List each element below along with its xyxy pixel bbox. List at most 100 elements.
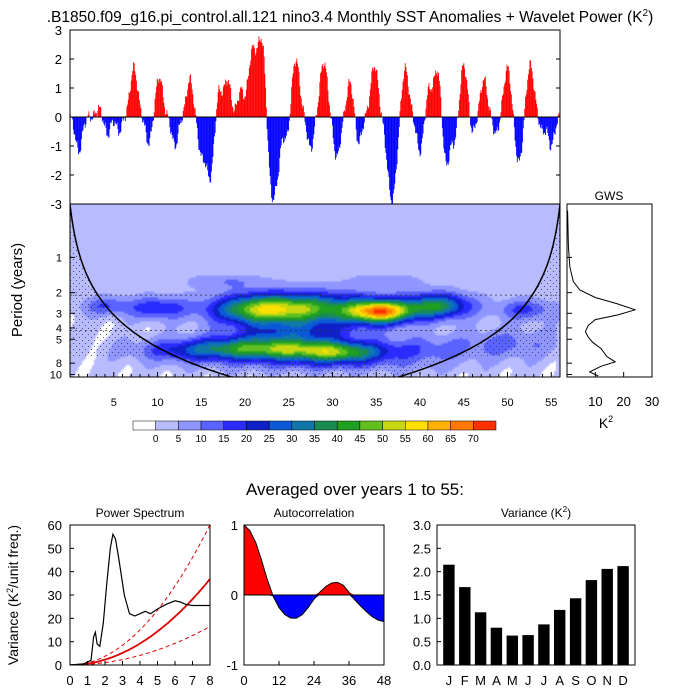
variance-bar — [585, 580, 598, 665]
colorbar-label: 20 — [241, 434, 253, 445]
gws-x-axis: 10 20 30 — [567, 256, 659, 409]
variance-month-label: J — [541, 673, 548, 688]
ps-x-tick-label: 8 — [206, 673, 213, 688]
wavelet-x-tick-label: 25 — [283, 397, 295, 409]
gws-x-tick-label: 30 — [645, 394, 659, 409]
power-spectrum-y-label: Variance (K2/unit freq.) — [5, 525, 21, 665]
wavelet-x-tick-label: 5 — [111, 397, 117, 409]
gws-title: GWS — [595, 189, 624, 203]
wavelet-x-tick-label: 45 — [458, 397, 470, 409]
variance-month-label: D — [618, 673, 627, 688]
anomaly-panel: 3 2 1 0 -1 -2 -3 — [50, 23, 561, 212]
variance-y-tick-label: 0.0 — [413, 658, 431, 673]
colorbar-swatch — [405, 420, 429, 431]
autocorrelation-negative-fill — [244, 595, 384, 622]
variance-bar — [443, 564, 455, 665]
variance-bar — [554, 609, 566, 665]
colorbar-swatch — [314, 420, 338, 431]
anomaly-y-tick-label: -3 — [50, 197, 62, 212]
gws-line — [567, 210, 637, 377]
variance-bar — [601, 568, 613, 665]
variance-bar — [459, 587, 471, 665]
ac-x-tick-label: 24 — [307, 673, 321, 688]
variance-bars — [443, 564, 629, 665]
variance-month-label: N — [603, 673, 612, 688]
anomaly-y-axis: 3 2 1 0 -1 -2 -3 — [50, 23, 560, 212]
variance-bar — [506, 635, 518, 665]
colorbar-label: 65 — [445, 434, 457, 445]
ps-x-tick-label: 1 — [84, 673, 91, 688]
ps-x-tick-label: 3 — [119, 673, 126, 688]
ps-x-tick-label: 7 — [189, 673, 196, 688]
ps-y-tick-label: 40 — [48, 565, 62, 580]
colorbar-swatch — [178, 420, 202, 431]
variance-month-label: J — [446, 673, 453, 688]
colorbar-label: 70 — [468, 434, 480, 445]
wavelet-x-axis: 5 10 15 20 25 30 35 40 45 50 55 — [78, 372, 557, 409]
gws-x-label: K2 — [599, 414, 613, 431]
variance-y-tick-label: 3.0 — [413, 518, 431, 533]
colorbar-swatch — [382, 420, 406, 431]
wavelet-y-tick-label: 3 — [56, 308, 62, 320]
colorbar-label: 15 — [218, 434, 230, 445]
gws-frame — [566, 203, 653, 378]
wavelet-y-tick-label: 1 — [56, 252, 62, 264]
wavelet-x-tick-label: 10 — [151, 397, 163, 409]
colorbar-label: 35 — [309, 434, 321, 445]
colorbar-swatch — [268, 420, 293, 431]
ps-y-tick-label: 10 — [48, 635, 62, 650]
colorbar-label: 30 — [286, 434, 298, 445]
variance-month-label: F — [461, 673, 469, 688]
colorbar-label: 60 — [422, 434, 434, 445]
variance-y-tick-label: 0.5 — [413, 635, 431, 650]
autocorrelation-positive-fill — [244, 525, 384, 595]
wavelet-x-tick-label: 15 — [195, 397, 207, 409]
variance-month-label: A — [555, 673, 564, 688]
variance-month-label: M — [475, 673, 486, 688]
wavelet-x-tick-label: 30 — [326, 397, 338, 409]
wavelet-y-tick-label: 10 — [50, 370, 62, 382]
ps-x-tick-label: 0 — [66, 673, 73, 688]
anomaly-y-tick-label: 1 — [55, 81, 62, 96]
colorbar-swatch — [132, 420, 156, 431]
significance-dashes — [70, 294, 560, 331]
ac-x-tick-label: 36 — [342, 673, 356, 688]
variance-month-label: O — [586, 673, 596, 688]
colorbar-swatch — [473, 420, 497, 431]
colorbar-swatch — [246, 420, 270, 431]
wavelet-y-tick-label: 2 — [56, 288, 62, 300]
wavelet-y-tick-label: 5 — [56, 334, 62, 346]
anomaly-y-tick-label: 2 — [55, 52, 62, 67]
ps-y-tick-label: 20 — [48, 611, 62, 626]
ps-y-tick-label: 30 — [48, 588, 62, 603]
ac-y-tick-label: 0 — [231, 588, 238, 603]
gws-panel: GWS 10 20 30 K2 — [566, 189, 659, 431]
averaged-label: Averaged over years 1 to 55: — [246, 480, 464, 499]
anomaly-y-tick-label: 3 — [55, 23, 62, 38]
red-noise-upper — [70, 525, 210, 665]
colorbar-swatch — [336, 420, 361, 431]
wavelet-x-tick-label: 20 — [239, 397, 251, 409]
power-spectrum-title: Power Spectrum — [96, 506, 185, 520]
ps-x-tick-label: 4 — [136, 673, 143, 688]
variance-bar — [538, 624, 550, 665]
anomaly-y-tick-label: -1 — [50, 139, 62, 154]
anomaly-bars — [70, 36, 560, 204]
anomaly-y-tick-label: -2 — [50, 168, 62, 183]
gws-x-tick-label: 10 — [588, 394, 602, 409]
colorbar-label: 55 — [400, 434, 412, 445]
red-noise-lower — [70, 626, 210, 665]
red-noise-mean — [70, 578, 210, 665]
colorbar-swatch — [359, 420, 383, 431]
variance-month-label: M — [507, 673, 518, 688]
autocorrelation-line — [244, 525, 384, 623]
colorbar-swatch — [200, 420, 224, 431]
colorbar-swatch — [291, 420, 315, 431]
variance-y-tick-label: 2.5 — [413, 541, 431, 556]
colorbar-swatch — [450, 420, 474, 431]
